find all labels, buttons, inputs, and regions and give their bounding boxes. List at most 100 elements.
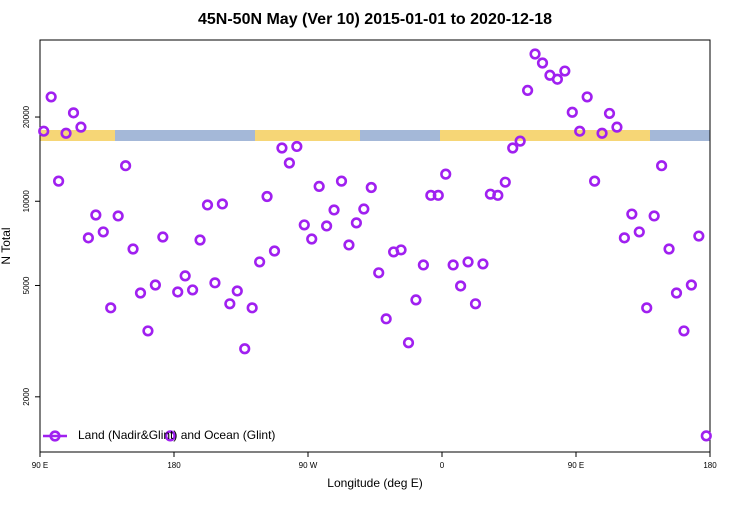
- point: [365, 181, 377, 194]
- point: [574, 125, 586, 137]
- point: [447, 259, 459, 271]
- point: [693, 230, 705, 242]
- x-tick-label: 180: [703, 461, 717, 470]
- point: [358, 203, 370, 215]
- point: [75, 121, 87, 133]
- point: [373, 267, 385, 279]
- point: [507, 142, 519, 154]
- legend-label: Land (Nadir&Glint) and Ocean (Glint): [78, 428, 275, 442]
- point: [581, 91, 593, 103]
- point: [514, 135, 526, 147]
- point: [90, 209, 102, 221]
- point: [268, 245, 281, 257]
- point: [618, 232, 630, 244]
- point: [38, 125, 50, 137]
- point: [224, 298, 236, 310]
- point: [633, 226, 645, 238]
- point: [298, 219, 310, 231]
- point: [261, 190, 273, 203]
- point: [209, 277, 221, 289]
- x-axis-label: Longitude (deg E): [327, 476, 422, 490]
- point: [589, 175, 601, 187]
- point: [306, 233, 318, 245]
- point: [112, 210, 124, 222]
- point: [216, 198, 228, 210]
- point: [700, 430, 712, 442]
- map-strip: [40, 130, 710, 141]
- point: [82, 232, 94, 244]
- point: [239, 343, 251, 355]
- point: [120, 160, 132, 172]
- chart-title: 45N-50N May (Ver 10) 2015-01-01 to 2020-…: [198, 11, 552, 28]
- point: [67, 107, 80, 119]
- point: [60, 127, 72, 139]
- point: [566, 106, 578, 118]
- point: [536, 57, 549, 69]
- point: [469, 298, 482, 310]
- point: [179, 270, 191, 282]
- point: [678, 325, 690, 337]
- point: [343, 239, 355, 251]
- y-tick-label: 2000: [22, 387, 31, 405]
- legend-marker: [49, 430, 61, 442]
- x-tick-label: 90 W: [299, 461, 318, 470]
- point: [395, 244, 407, 256]
- x-tick-label: 90 E: [568, 461, 584, 470]
- point: [603, 107, 616, 120]
- plot-frame: [39, 39, 711, 453]
- point: [335, 175, 348, 187]
- point: [276, 142, 288, 154]
- point: [187, 284, 199, 296]
- point: [432, 189, 444, 201]
- point: [164, 430, 176, 442]
- point: [283, 157, 295, 169]
- x-tick-label: 90 E: [32, 461, 48, 470]
- point: [157, 231, 169, 243]
- point: [417, 259, 429, 271]
- point: [380, 313, 392, 325]
- y-tick-label: 20000: [22, 105, 31, 128]
- point: [477, 258, 489, 270]
- point: [462, 256, 474, 268]
- y-axis-label: N Total: [0, 227, 13, 264]
- point: [291, 140, 303, 153]
- point: [455, 280, 467, 292]
- point: [656, 160, 668, 172]
- point: [142, 325, 154, 337]
- point: [611, 121, 623, 133]
- x-tick-label: 180: [167, 461, 181, 470]
- y-tick-label: 10000: [22, 190, 31, 213]
- point: [492, 189, 504, 201]
- point: [172, 286, 184, 298]
- point: [410, 294, 422, 306]
- point: [626, 208, 638, 220]
- point: [105, 302, 117, 314]
- point: [551, 73, 563, 85]
- point: [246, 302, 258, 314]
- point: [440, 168, 452, 180]
- point: [670, 287, 683, 299]
- x-tick-label: 0: [440, 461, 445, 470]
- point: [313, 180, 325, 193]
- point: [231, 285, 243, 297]
- point: [134, 287, 147, 299]
- point: [127, 243, 139, 255]
- point: [648, 210, 660, 222]
- point: [194, 234, 206, 246]
- point: [559, 65, 571, 77]
- point: [321, 220, 333, 232]
- point: [328, 204, 340, 216]
- point: [499, 176, 511, 188]
- point: [529, 48, 541, 60]
- point: [201, 199, 214, 211]
- point: [596, 127, 608, 139]
- point: [45, 91, 57, 103]
- point: [522, 84, 534, 97]
- point: [53, 175, 65, 187]
- point: [149, 279, 161, 291]
- point: [641, 302, 653, 314]
- point: [685, 279, 697, 291]
- y-tick-label: 5000: [22, 276, 31, 294]
- point: [97, 226, 109, 238]
